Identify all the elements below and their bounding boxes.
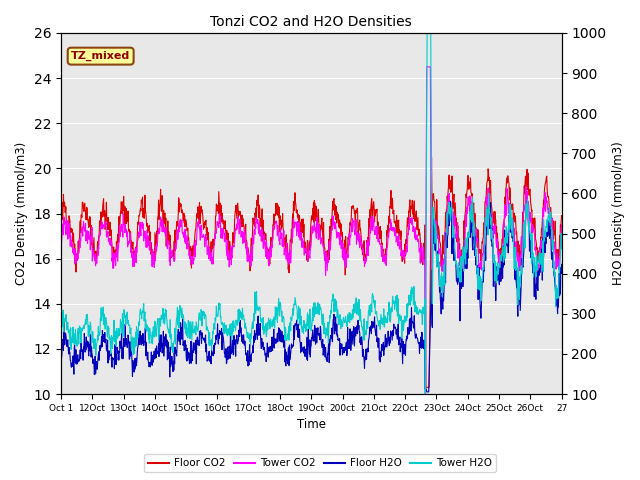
Tower CO2 [475, 255, 483, 261]
Tower CO2 [256, 228, 264, 233]
Floor CO2 [488, 204, 495, 210]
Y-axis label: H2O Density (mmol/m3): H2O Density (mmol/m3) [612, 142, 625, 286]
Floor CO2 [256, 206, 264, 212]
Tower CO2 [383, 246, 391, 252]
Floor H2O [474, 297, 482, 302]
Floor H2O [57, 341, 65, 347]
Line: Floor H2O: Floor H2O [61, 201, 561, 392]
Title: Tonzi CO2 and H2O Densities: Tonzi CO2 and H2O Densities [211, 15, 412, 29]
Floor H2O [334, 332, 342, 337]
Tower H2O [525, 218, 533, 224]
Floor H2O [488, 238, 495, 244]
Tower H2O [475, 267, 483, 273]
Floor CO2 [334, 212, 342, 217]
Line: Tower CO2: Tower CO2 [61, 67, 561, 394]
Tower H2O [57, 331, 65, 337]
X-axis label: Time: Time [297, 419, 326, 432]
Floor H2O [524, 198, 531, 204]
Y-axis label: CO2 Density (mmol/m3): CO2 Density (mmol/m3) [15, 142, 28, 285]
Tower H2O [488, 227, 495, 233]
Floor H2O [557, 262, 565, 267]
Floor CO2 [428, 154, 435, 160]
Floor H2O [423, 389, 431, 395]
Line: Floor CO2: Floor CO2 [61, 157, 561, 387]
Tower CO2 [557, 222, 565, 228]
Floor CO2 [422, 384, 429, 390]
Tower CO2 [57, 234, 65, 240]
Floor H2O [525, 220, 533, 226]
Text: TZ_mixed: TZ_mixed [71, 51, 131, 61]
Floor H2O [256, 332, 264, 337]
Tower H2O [256, 304, 264, 310]
Floor CO2 [557, 213, 565, 218]
Tower CO2 [525, 209, 533, 215]
Tower CO2 [488, 212, 495, 218]
Floor H2O [383, 344, 391, 350]
Floor CO2 [475, 235, 483, 241]
Legend: Floor CO2, Tower CO2, Floor H2O, Tower H2O: Floor CO2, Tower CO2, Floor H2O, Tower H… [144, 454, 496, 472]
Tower H2O [383, 315, 391, 321]
Tower CO2 [334, 230, 342, 236]
Tower CO2 [423, 64, 431, 70]
Floor CO2 [525, 192, 533, 198]
Tower H2O [557, 246, 565, 252]
Floor CO2 [383, 228, 391, 233]
Tower H2O [421, 391, 429, 397]
Line: Tower H2O: Tower H2O [61, 33, 561, 394]
Floor CO2 [57, 220, 65, 226]
Tower CO2 [421, 391, 429, 397]
Tower H2O [423, 30, 431, 36]
Tower H2O [334, 307, 342, 312]
